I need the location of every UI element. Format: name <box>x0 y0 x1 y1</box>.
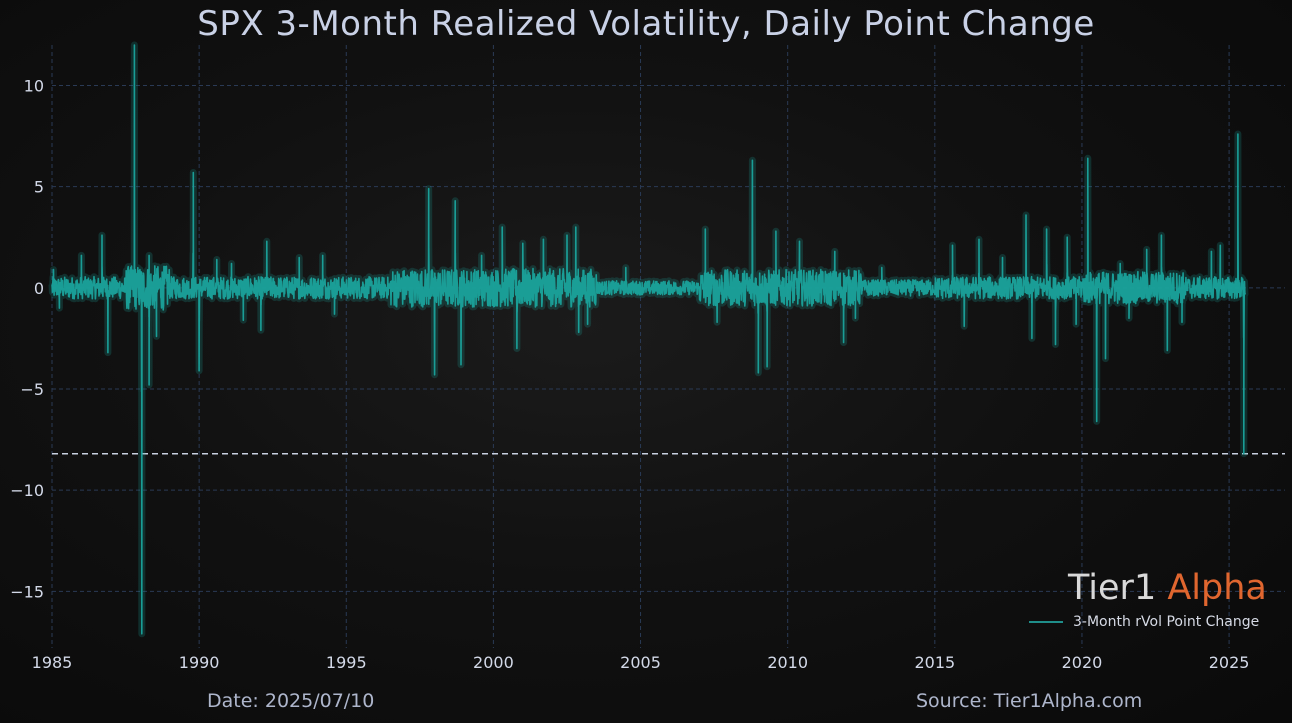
x-tick-label: 2000 <box>473 653 514 672</box>
footer-date: Date: 2025/07/10 <box>207 690 375 712</box>
chart-legend: 3-Month rVol Point Change <box>1029 614 1259 630</box>
x-tick-label: 2005 <box>620 653 661 672</box>
x-tick-label: 1985 <box>32 653 73 672</box>
x-tick-label: 1995 <box>326 653 367 672</box>
x-tick-label: 2025 <box>1209 653 1250 672</box>
brand-logo: Tier1 Alpha <box>1068 568 1267 608</box>
series-path <box>51 44 1246 635</box>
y-tick-label: −10 <box>10 481 44 500</box>
footer-source: Source: Tier1Alpha.com <box>916 690 1143 712</box>
x-tick-label: 1990 <box>179 653 220 672</box>
x-axis-ticks: 1985 1990 1995 2000 2005 2010 2015 2020 2025 <box>32 653 1250 672</box>
series-glow <box>48 41 1249 638</box>
grid-lines <box>51 45 1285 648</box>
x-tick-label: 2015 <box>914 653 955 672</box>
brand-part-2: Alpha <box>1167 568 1267 608</box>
x-tick-label: 2010 <box>767 653 808 672</box>
legend-swatch <box>1029 621 1063 623</box>
y-axis-ticks: 10 5 0 −5 −10 −15 <box>10 76 44 601</box>
chart-title: SPX 3-Month Realized Volatility, Daily P… <box>197 4 1095 44</box>
y-tick-label: 10 <box>24 76 44 95</box>
y-tick-label: −5 <box>20 380 44 399</box>
y-tick-label: −15 <box>10 582 44 601</box>
y-tick-label: 5 <box>34 178 44 197</box>
legend-label: 3-Month rVol Point Change <box>1073 614 1260 630</box>
y-tick-label: 0 <box>34 279 44 298</box>
brand-part-1: Tier1 <box>1068 568 1157 608</box>
x-tick-label: 2020 <box>1062 653 1103 672</box>
series-line <box>48 41 1249 638</box>
